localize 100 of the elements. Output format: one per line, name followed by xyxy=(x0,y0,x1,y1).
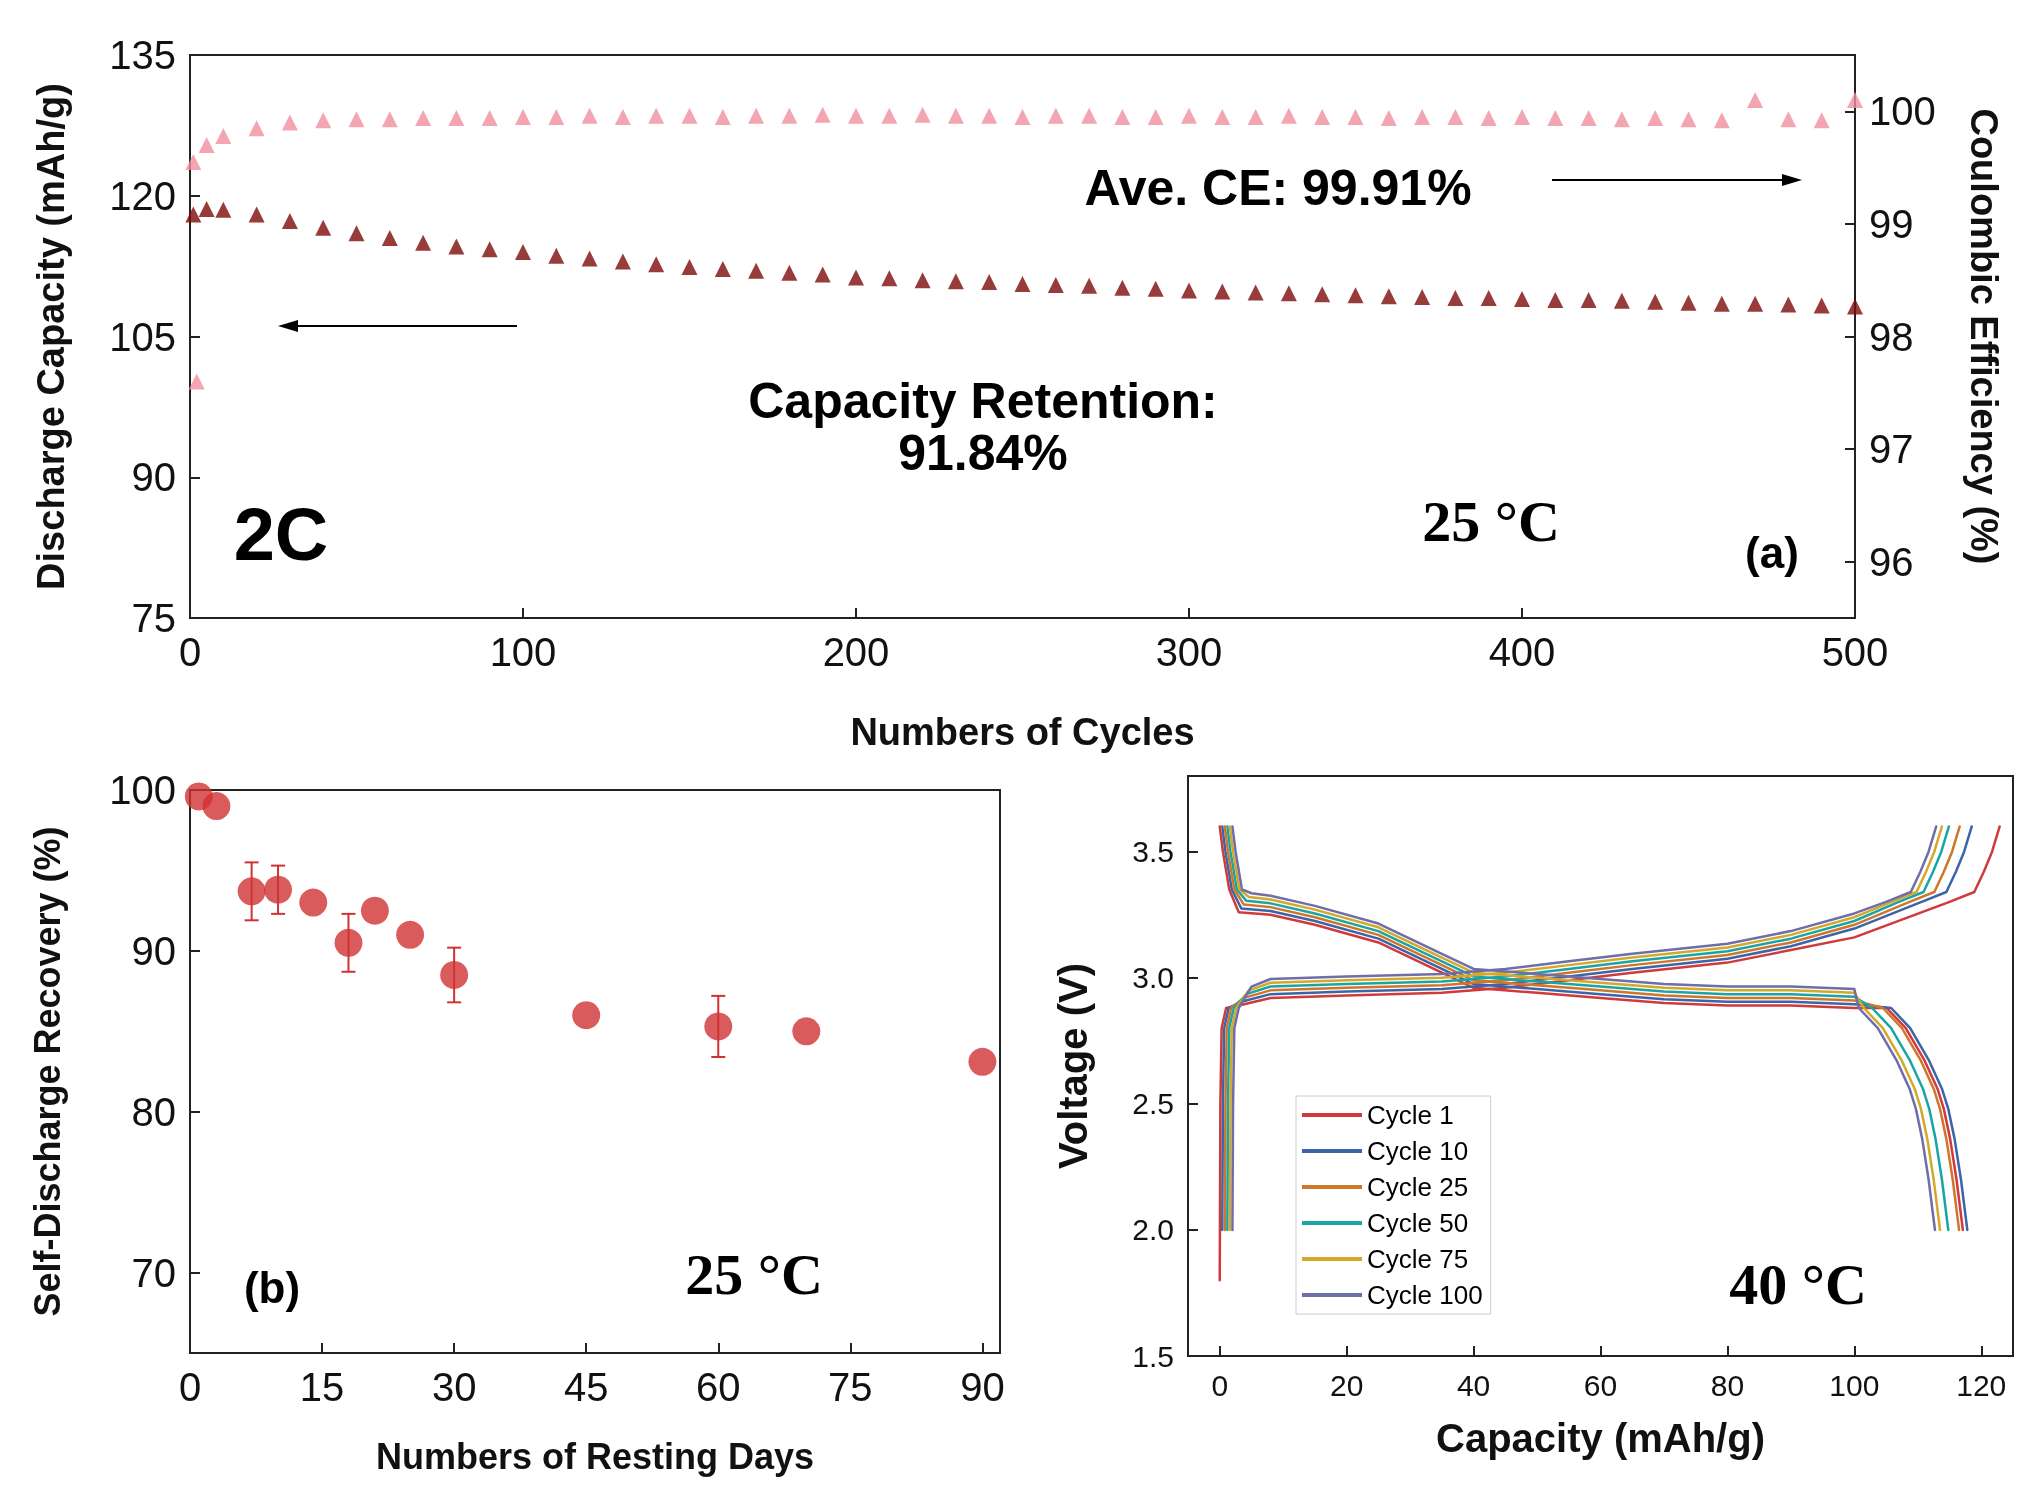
point xyxy=(315,219,332,236)
point xyxy=(334,928,363,957)
point xyxy=(415,234,432,251)
y2-tick-label: 97 xyxy=(1869,427,1914,472)
point xyxy=(237,877,266,906)
point xyxy=(185,153,202,170)
point xyxy=(1147,280,1164,297)
point xyxy=(1680,111,1697,128)
point xyxy=(947,107,964,124)
y-tick-label: 100 xyxy=(109,768,176,812)
point xyxy=(1780,296,1797,313)
annotation: 2C xyxy=(233,492,329,576)
point xyxy=(515,244,531,261)
point xyxy=(1414,289,1431,306)
x-tick-label: 100 xyxy=(1829,1368,1880,1402)
point xyxy=(881,270,898,287)
point xyxy=(1081,107,1098,124)
y-tick-label: 70 xyxy=(131,1250,176,1295)
x-tick-label: 75 xyxy=(828,1365,873,1409)
y-tick-label: 2.0 xyxy=(1132,1213,1174,1247)
legend-label: Cycle 1 xyxy=(1367,1100,1454,1130)
y-tick-label: 105 xyxy=(109,314,176,359)
point xyxy=(381,111,398,128)
point xyxy=(781,264,798,281)
x-tick-label: 0 xyxy=(1211,1368,1229,1402)
point xyxy=(814,266,831,283)
point xyxy=(396,920,425,949)
point xyxy=(714,260,731,277)
point xyxy=(1181,282,1197,299)
point xyxy=(1713,295,1730,312)
point xyxy=(681,259,698,276)
y-axis-title: Self-Discharge Recovery (%) xyxy=(26,826,68,1317)
annotation: Capacity Retention: 91.84% xyxy=(748,372,1218,482)
x-tick-label: 20 xyxy=(1329,1368,1364,1402)
legend-label: Cycle 75 xyxy=(1367,1244,1469,1274)
point xyxy=(1081,277,1098,294)
x-tick-label: 40 xyxy=(1456,1368,1491,1402)
x-tick-label: 80 xyxy=(1710,1368,1745,1402)
point xyxy=(188,373,205,390)
x-tick-label: 0 xyxy=(178,1365,202,1409)
x-tick-label: 0 xyxy=(178,630,202,674)
point xyxy=(1414,108,1431,125)
point xyxy=(981,107,998,124)
point xyxy=(548,247,565,264)
x-tick-label: 90 xyxy=(960,1365,1005,1409)
point xyxy=(1014,108,1031,125)
point xyxy=(968,1047,997,1076)
y-axis-title: Discharge Capacity (mAh/g) xyxy=(30,83,72,590)
point xyxy=(185,206,202,223)
point xyxy=(748,107,765,124)
point xyxy=(1447,290,1464,307)
annotation: 25 °C xyxy=(685,1241,823,1307)
y-tick-label: 3.5 xyxy=(1132,835,1174,869)
point xyxy=(1713,112,1730,129)
point xyxy=(1380,288,1397,305)
x-axis-title: Capacity (mAh/g) xyxy=(1436,1416,1765,1460)
y-tick-label: 75 xyxy=(131,596,176,640)
point xyxy=(781,107,798,124)
point xyxy=(315,112,332,129)
point xyxy=(1347,287,1364,304)
point xyxy=(1280,285,1297,302)
x-tick-label: 30 xyxy=(431,1365,477,1409)
x-tick-label: 60 xyxy=(1583,1368,1618,1402)
point xyxy=(1447,108,1464,125)
point xyxy=(1047,276,1064,293)
point xyxy=(1181,107,1197,124)
point xyxy=(581,107,598,124)
point xyxy=(648,256,665,273)
point xyxy=(1747,92,1764,109)
point xyxy=(264,875,293,904)
y2-tick-label: 100 xyxy=(1869,89,1936,134)
y-tick-label: 135 xyxy=(109,33,176,77)
point xyxy=(1813,297,1830,314)
point xyxy=(914,106,931,123)
point xyxy=(281,213,298,230)
y-tick-label: 2.5 xyxy=(1132,1087,1174,1121)
x-tick-label: 300 xyxy=(1155,630,1223,674)
point xyxy=(814,106,831,123)
annotation: Ave. CE: 99.91% xyxy=(1084,160,1472,216)
point xyxy=(1580,291,1597,308)
point xyxy=(1747,295,1764,312)
point xyxy=(1314,108,1331,125)
point xyxy=(1580,110,1597,127)
point xyxy=(714,108,731,125)
point xyxy=(481,241,498,258)
point xyxy=(415,110,432,127)
x-tick-label: 15 xyxy=(299,1365,345,1409)
point xyxy=(1613,111,1630,128)
point xyxy=(581,250,598,267)
point xyxy=(1247,108,1264,125)
point xyxy=(299,888,328,917)
point xyxy=(1514,290,1530,307)
x-tick-label: 60 xyxy=(696,1365,741,1409)
y-tick-label: 3.0 xyxy=(1132,961,1174,995)
x-axis-title: Numbers of Resting Days xyxy=(375,1435,815,1477)
point xyxy=(1547,110,1564,127)
point xyxy=(381,229,398,246)
x-tick-label: 400 xyxy=(1488,630,1556,674)
point xyxy=(215,201,232,218)
point xyxy=(572,1001,601,1030)
